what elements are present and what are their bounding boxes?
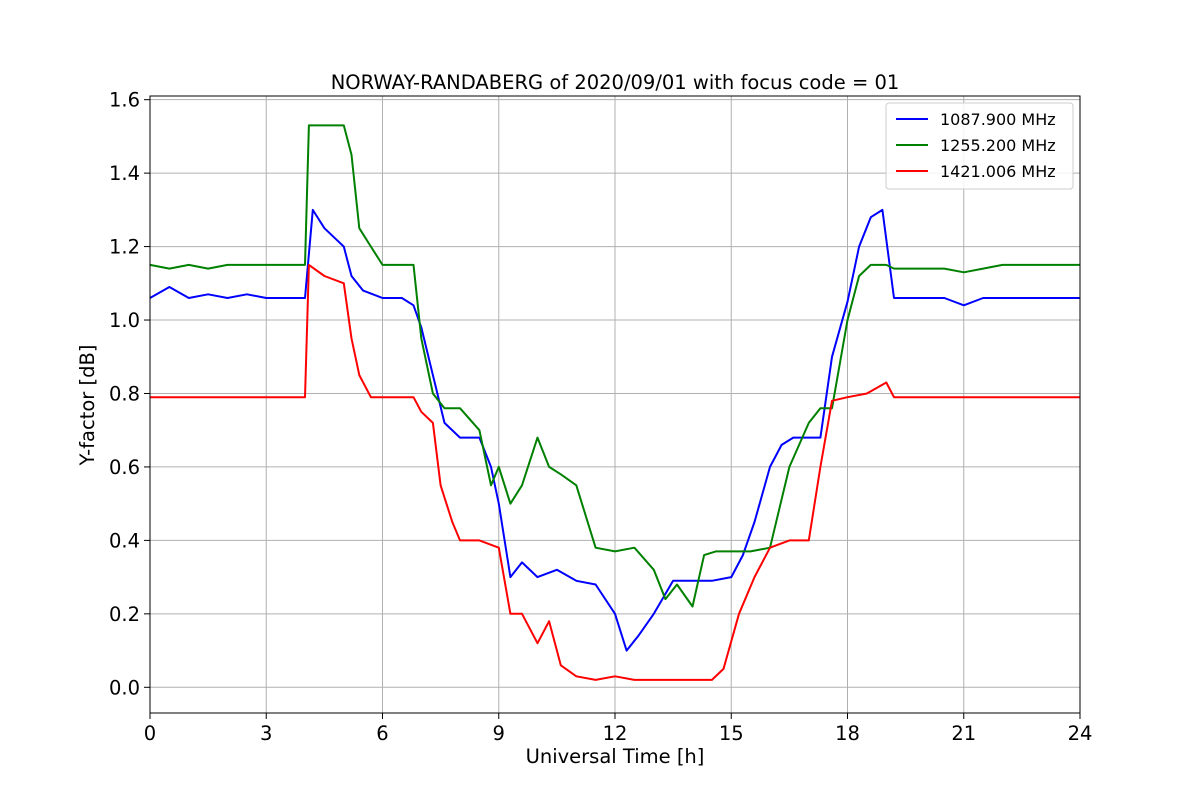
series-line-2 bbox=[149, 124, 1080, 608]
x-axis-label: Universal Time [h] bbox=[526, 745, 705, 768]
x-tick-label: 6 bbox=[376, 722, 388, 745]
x-axis-ticks: 0 3 6 9 12 15 18 21 24 bbox=[144, 713, 1093, 745]
legend-box bbox=[885, 102, 1074, 190]
y-axis-label: Y-factor [dB] bbox=[76, 345, 99, 467]
y-tick-label: 0.6 bbox=[109, 456, 140, 479]
legend-label-2: 1255.200 MHz bbox=[940, 136, 1056, 155]
chart-title: NORWAY-RANDABERG of 2020/09/01 with focu… bbox=[331, 71, 900, 94]
y-tick-label: 1.6 bbox=[109, 89, 140, 112]
y-tick-label: 0.2 bbox=[109, 603, 140, 626]
x-tick-label: 18 bbox=[835, 722, 860, 745]
y-tick-label: 1.4 bbox=[109, 162, 140, 185]
x-tick-label: 21 bbox=[951, 722, 976, 745]
y-tick-label: 1.2 bbox=[109, 236, 140, 259]
y-tick-label: 0.0 bbox=[109, 676, 140, 699]
x-tick-label: 0 bbox=[144, 722, 156, 745]
legend-label-3: 1421.006 MHz bbox=[940, 162, 1056, 181]
y-tick-label: 0.8 bbox=[109, 382, 140, 405]
legend-label-1: 1087.900 MHz bbox=[940, 110, 1056, 129]
series-line-3 bbox=[150, 263, 1080, 681]
x-tick-label: 24 bbox=[1068, 722, 1093, 745]
x-tick-label: 12 bbox=[603, 722, 628, 745]
grid bbox=[149, 96, 1081, 713]
x-tick-label: 15 bbox=[719, 722, 744, 745]
series-group bbox=[149, 124, 1080, 681]
x-tick-label: 3 bbox=[260, 722, 272, 745]
y-axis-ticks: 0.0 0.2 0.4 0.6 0.8 1.0 1.2 1.4 1.6 bbox=[109, 89, 150, 699]
series-line-1 bbox=[149, 208, 1080, 652]
legend: 1087.900 MHz 1255.200 MHz 1421.006 MHz bbox=[885, 102, 1074, 190]
x-tick-label: 9 bbox=[493, 722, 505, 745]
y-tick-label: 0.4 bbox=[109, 529, 140, 552]
y-tick-label: 1.0 bbox=[109, 309, 140, 332]
